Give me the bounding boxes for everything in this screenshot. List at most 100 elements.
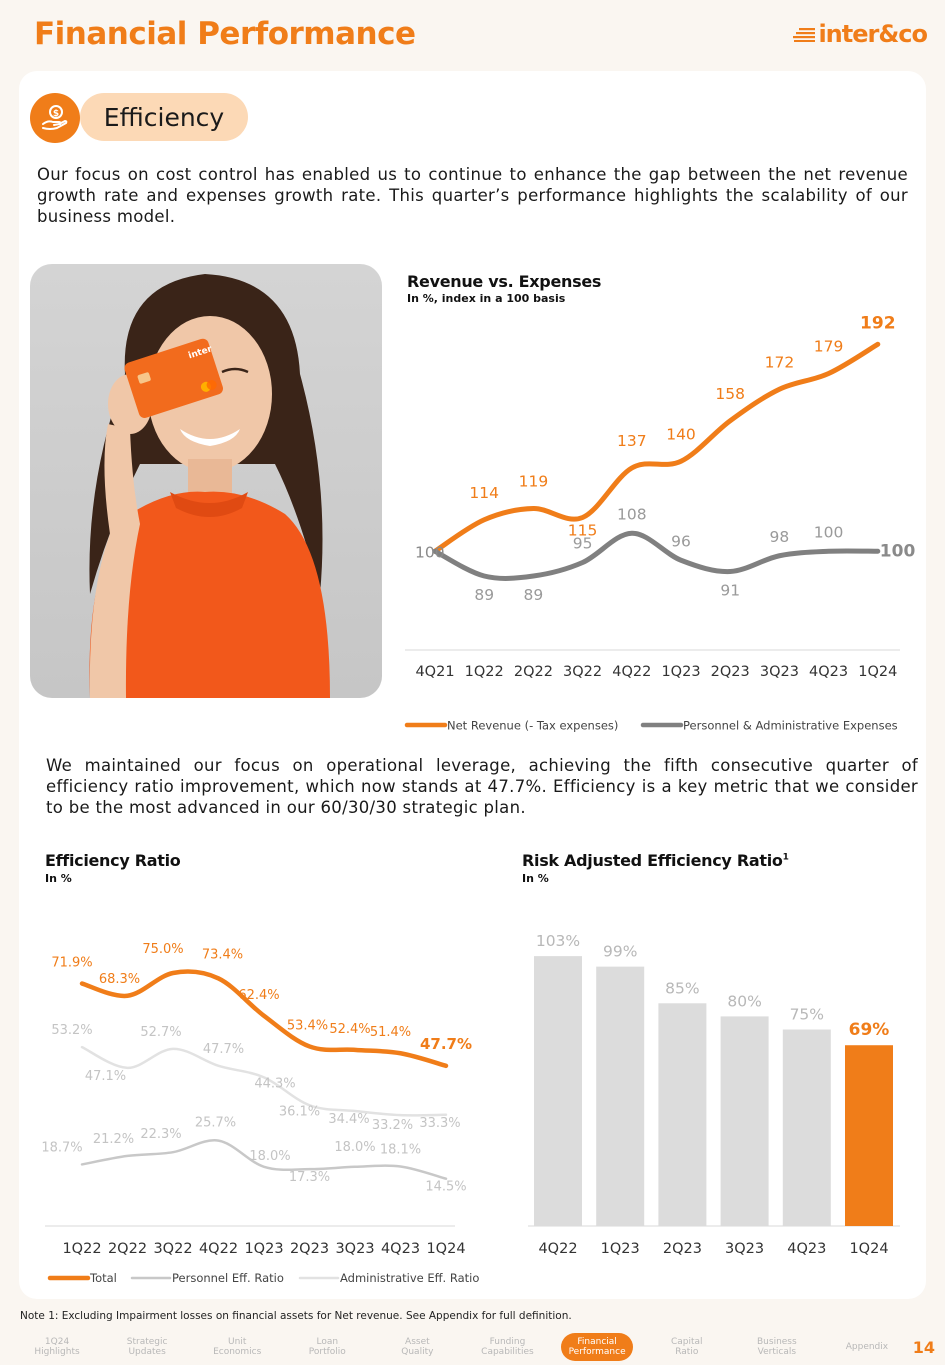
nav-item[interactable]: Capital Ratio — [670, 1337, 703, 1357]
data-label: 51.4% — [370, 1025, 411, 1040]
net-revenue-line — [432, 341, 881, 554]
x-tick-label: 4Q22 — [538, 1241, 577, 1257]
data-label: 18.0% — [334, 1140, 375, 1155]
x-tick-label: 2Q23 — [711, 664, 750, 680]
data-label: 114 — [469, 484, 499, 502]
data-label: 179 — [814, 338, 844, 356]
x-tick-label: 4Q23 — [809, 664, 848, 680]
data-label: 100 — [880, 541, 915, 561]
bar — [782, 1029, 831, 1226]
data-label: 21.2% — [93, 1132, 134, 1147]
data-label: 68.3% — [99, 972, 140, 987]
page-title: Financial Performance — [34, 16, 416, 52]
data-label: 89 — [524, 586, 544, 604]
administrative-ratio-line — [80, 1045, 448, 1117]
data-label: 62.4% — [238, 988, 279, 1003]
data-label: 22.3% — [140, 1127, 181, 1142]
expenses-line — [432, 530, 881, 581]
data-label: 75% — [790, 1006, 824, 1024]
x-tick-label: 1Q24 — [858, 664, 897, 680]
data-label: 115 — [568, 522, 598, 540]
bar — [534, 956, 582, 1226]
nav-item[interactable]: Strategic Updates — [126, 1337, 168, 1357]
brand-stripes-icon — [793, 28, 816, 42]
hand-money-icon: $ — [30, 93, 80, 143]
data-label: 18.1% — [380, 1142, 421, 1157]
x-tick-label: 4Q22 — [612, 664, 651, 680]
bar — [596, 966, 645, 1226]
middle-paragraph: We maintained our focus on operational l… — [46, 756, 918, 817]
revenue-vs-expenses-chart: 4Q21 1Q22 2Q22 3Q22 4Q22 1Q23 2Q23 3Q23 4Q23 1Q24… — [404, 313, 915, 733]
nav-item[interactable]: Appendix — [845, 1342, 889, 1352]
risk-adjusted-title-text: Risk Adjusted Efficiency Ratio — [522, 851, 783, 870]
efficiency-chart-title: Efficiency Ratio — [45, 851, 181, 870]
data-label: 69% — [849, 1020, 890, 1040]
data-label: 89 — [474, 586, 494, 604]
data-label: 192 — [860, 313, 896, 333]
data-label: 99% — [603, 943, 637, 961]
nav-item[interactable]: Financial Performance — [561, 1333, 633, 1361]
x-tick-label: 2Q22 — [514, 664, 553, 680]
data-label: 71.9% — [51, 956, 92, 971]
data-label: 73.4% — [202, 947, 243, 962]
section-navigation: 1Q24 Highlights Strategic Updates Unit Eco… — [12, 1332, 912, 1362]
data-label: 18.7% — [41, 1140, 82, 1155]
data-label: 95 — [573, 535, 593, 553]
x-tick-label: 3Q22 — [153, 1241, 192, 1257]
nav-item[interactable]: Asset Quality — [401, 1337, 434, 1357]
legend-label: Personnel & Administrative Expenses — [683, 719, 898, 733]
x-tick-label: 1Q22 — [62, 1241, 101, 1257]
data-label: 14.5% — [425, 1180, 466, 1195]
data-label: 140 — [666, 425, 696, 443]
data-label: 33.2% — [372, 1118, 413, 1133]
x-tick-label: 3Q23 — [725, 1241, 764, 1257]
data-label: 47.7% — [203, 1042, 244, 1057]
data-label: 158 — [715, 385, 745, 403]
x-tick-label: 1Q23 — [601, 1241, 640, 1257]
brand-logo: inter&co — [793, 20, 928, 48]
svg-text:$: $ — [53, 109, 59, 119]
data-label: 52.7% — [140, 1025, 181, 1040]
data-label: 53.4% — [287, 1018, 328, 1033]
x-tick-label: 4Q21 — [415, 664, 454, 680]
revenue-chart-subtitle: In %, index in a 100 basis — [407, 292, 566, 305]
x-tick-label: 4Q23 — [787, 1241, 826, 1257]
nav-item[interactable]: Business Verticals — [757, 1337, 797, 1357]
data-label: 36.1% — [279, 1104, 320, 1119]
bar — [658, 1003, 707, 1226]
data-label: 96 — [671, 532, 691, 550]
footnote: Note 1: Excluding Impairment losses on f… — [20, 1310, 572, 1322]
legend-label: Administrative Eff. Ratio — [340, 1271, 479, 1285]
bar — [845, 1045, 893, 1226]
x-tick-label: 2Q22 — [108, 1241, 147, 1257]
nav-item[interactable]: Funding Capabilities — [481, 1337, 534, 1357]
personnel-ratio-line — [80, 1139, 448, 1180]
x-tick-label: 3Q22 — [563, 664, 602, 680]
legend-label: Net Revenue (- Tax expenses) — [447, 719, 618, 733]
x-tick-label: 4Q22 — [199, 1241, 238, 1257]
data-label: 100 — [415, 543, 445, 561]
data-label: 85% — [665, 979, 699, 997]
x-tick-label: 1Q23 — [661, 664, 700, 680]
data-label: 172 — [765, 353, 795, 371]
intro-paragraph: Our focus on cost control has enabled us… — [37, 165, 908, 226]
brand-text: inter&co — [818, 20, 928, 48]
bar — [720, 1016, 769, 1226]
x-tick-label: 1Q24 — [426, 1241, 465, 1257]
page-number: 14 — [912, 1338, 935, 1357]
data-label: 100 — [814, 523, 844, 541]
total-ratio-line — [79, 969, 449, 1069]
data-label: 47.7% — [420, 1035, 472, 1053]
nav-item[interactable]: Unit Economics — [213, 1337, 262, 1357]
nav-item[interactable]: Loan Portfolio — [308, 1337, 346, 1357]
footnote-marker: 1 — [782, 852, 789, 863]
data-label: 137 — [617, 432, 647, 450]
x-tick-label: 1Q23 — [244, 1241, 283, 1257]
legend-label: Personnel Eff. Ratio — [172, 1271, 284, 1285]
data-label: 75.0% — [142, 942, 183, 957]
woman-with-card-photo: inter — [30, 264, 382, 698]
revenue-chart-title: Revenue vs. Expenses — [407, 272, 602, 291]
x-tick-label: 3Q23 — [335, 1241, 374, 1257]
section-badge: Efficiency — [80, 93, 248, 141]
nav-item[interactable]: 1Q24 Highlights — [34, 1337, 80, 1357]
